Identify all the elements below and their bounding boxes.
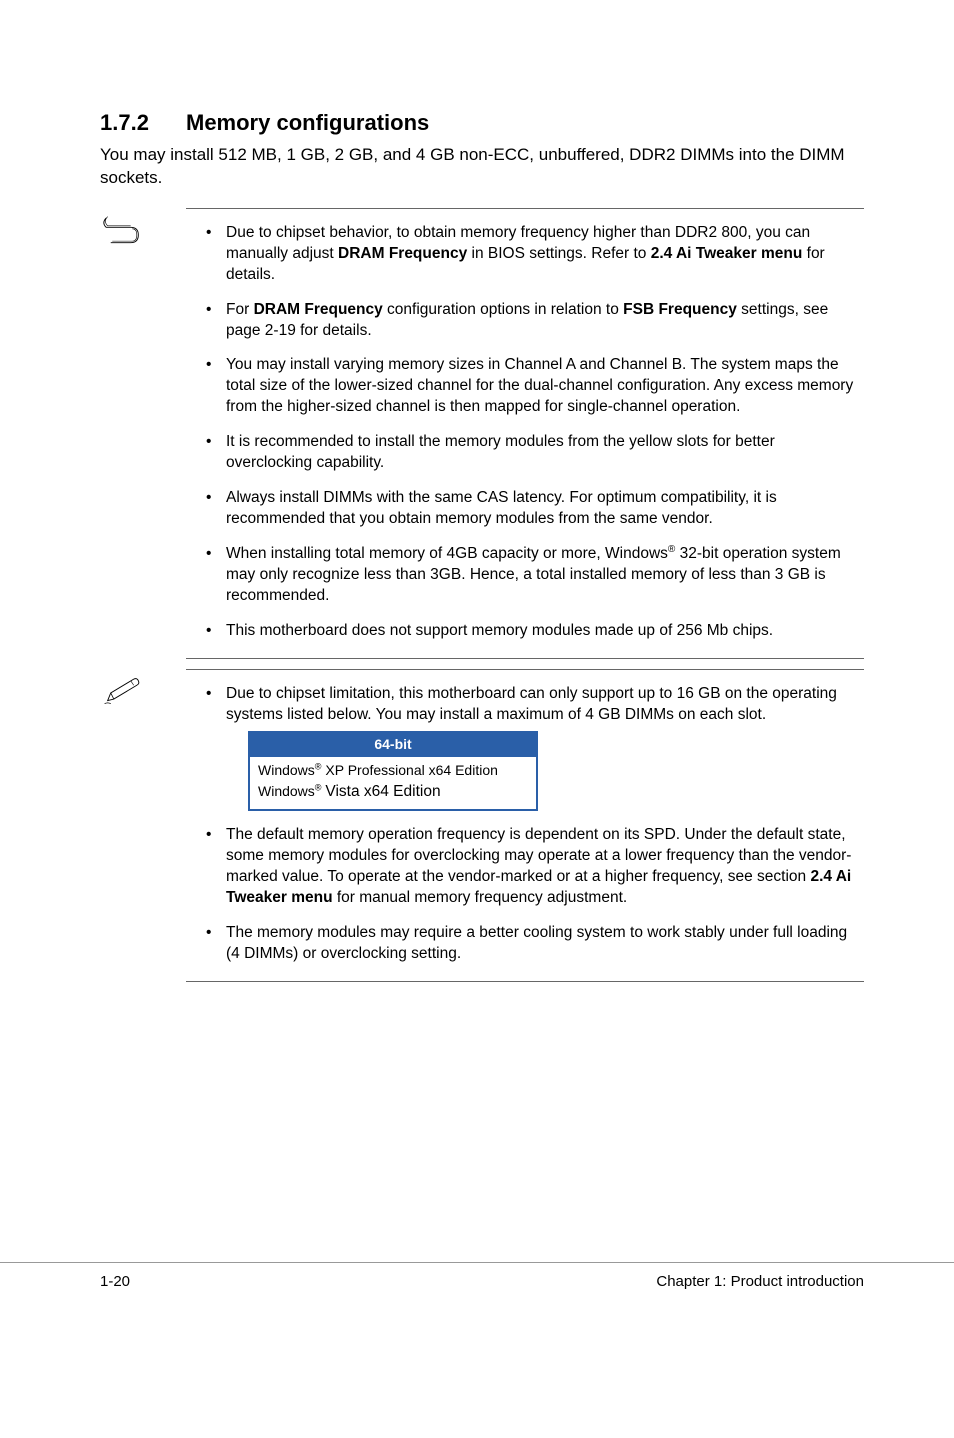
- note-block-paperclip: Due to chipset behavior, to obtain memor…: [100, 208, 864, 659]
- pencil-icon: [100, 669, 186, 982]
- note-content: Due to chipset behavior, to obtain memor…: [186, 208, 864, 659]
- section-number: 1.7.2: [100, 110, 186, 136]
- list-item: This motherboard does not support memory…: [206, 621, 858, 642]
- bullet-list: Due to chipset behavior, to obtain memor…: [186, 223, 864, 642]
- chapter-label: Chapter 1: Product introduction: [656, 1273, 864, 1290]
- bullet-list: Due to chipset limitation, this motherbo…: [186, 684, 864, 965]
- section-heading: 1.7.2Memory configurations: [100, 110, 864, 136]
- list-item: It is recommended to install the memory …: [206, 432, 858, 474]
- table-header: 64-bit: [249, 732, 537, 757]
- paperclip-icon: [100, 208, 186, 659]
- section-title: Memory configurations: [186, 110, 429, 135]
- page-footer: 1-20 Chapter 1: Product introduction: [0, 1262, 954, 1290]
- list-item: For DRAM Frequency configuration options…: [206, 300, 858, 342]
- note-content: Due to chipset limitation, this motherbo…: [186, 669, 864, 982]
- intro-text: You may install 512 MB, 1 GB, 2 GB, and …: [100, 144, 864, 190]
- list-item: Due to chipset limitation, this motherbo…: [206, 684, 858, 812]
- list-item: When installing total memory of 4GB capa…: [206, 544, 858, 607]
- note-block-pencil: Due to chipset limitation, this motherbo…: [100, 669, 864, 982]
- list-item: The default memory operation frequency i…: [206, 825, 858, 909]
- page-number: 1-20: [100, 1273, 130, 1290]
- list-item-text: Due to chipset limitation, this motherbo…: [226, 685, 837, 723]
- list-item: Due to chipset behavior, to obtain memor…: [206, 223, 858, 286]
- table-cell: Windows® XP Professional x64 EditionWind…: [249, 757, 537, 810]
- list-item: Always install DIMMs with the same CAS l…: [206, 488, 858, 530]
- list-item: The memory modules may require a better …: [206, 923, 858, 965]
- list-item: You may install varying memory sizes in …: [206, 355, 858, 418]
- os-support-table: 64-bit Windows® XP Professional x64 Edit…: [248, 731, 538, 811]
